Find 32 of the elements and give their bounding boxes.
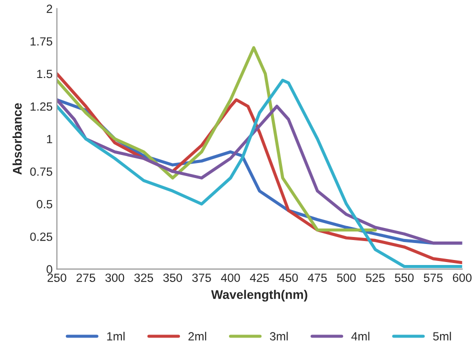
y-tick-label: 1: [47, 135, 52, 144]
y-tick-label: 1.75: [30, 37, 52, 46]
x-tick-label: 600: [452, 274, 472, 282]
y-tick-label: 2: [46, 4, 52, 13]
x-tick-label: 300: [105, 274, 124, 282]
legend-label: 4ml: [351, 332, 370, 340]
y-tick-label: 1.25: [30, 102, 52, 111]
y-tick-label: 0.75: [30, 167, 52, 176]
legend-label: 3ml: [270, 332, 288, 340]
x-tick-label: 550: [394, 274, 414, 282]
x-tick-label: 350: [163, 274, 182, 282]
x-tick-label: 500: [336, 274, 356, 282]
legend-label: 1ml: [107, 332, 125, 340]
x-tick-label: 325: [134, 274, 154, 282]
y-axis-title: Absorbance: [12, 103, 22, 175]
legend-label: 2ml: [188, 332, 206, 340]
line-series: [56, 46, 377, 232]
x-tick-label: 450: [278, 274, 298, 282]
x-tick-label: 375: [192, 274, 211, 282]
y-tick-label: 0: [46, 265, 52, 274]
x-tick-label: 250: [48, 274, 66, 282]
y-tick-label: 0.5: [36, 200, 52, 208]
y-tick-label: 1.5: [37, 70, 52, 78]
x-tick-label: 275: [76, 274, 96, 282]
y-tick-label: 0.25: [30, 232, 52, 241]
x-axis-title: Wavelength(nm): [211, 290, 308, 302]
legend-label: 5ml: [433, 332, 451, 340]
x-tick-label: 400: [220, 274, 240, 282]
x-tick-label: 475: [308, 274, 327, 282]
x-tick-label: 575: [424, 274, 443, 282]
x-tick-label: 425: [250, 274, 269, 282]
x-tick-label: 525: [366, 274, 385, 282]
